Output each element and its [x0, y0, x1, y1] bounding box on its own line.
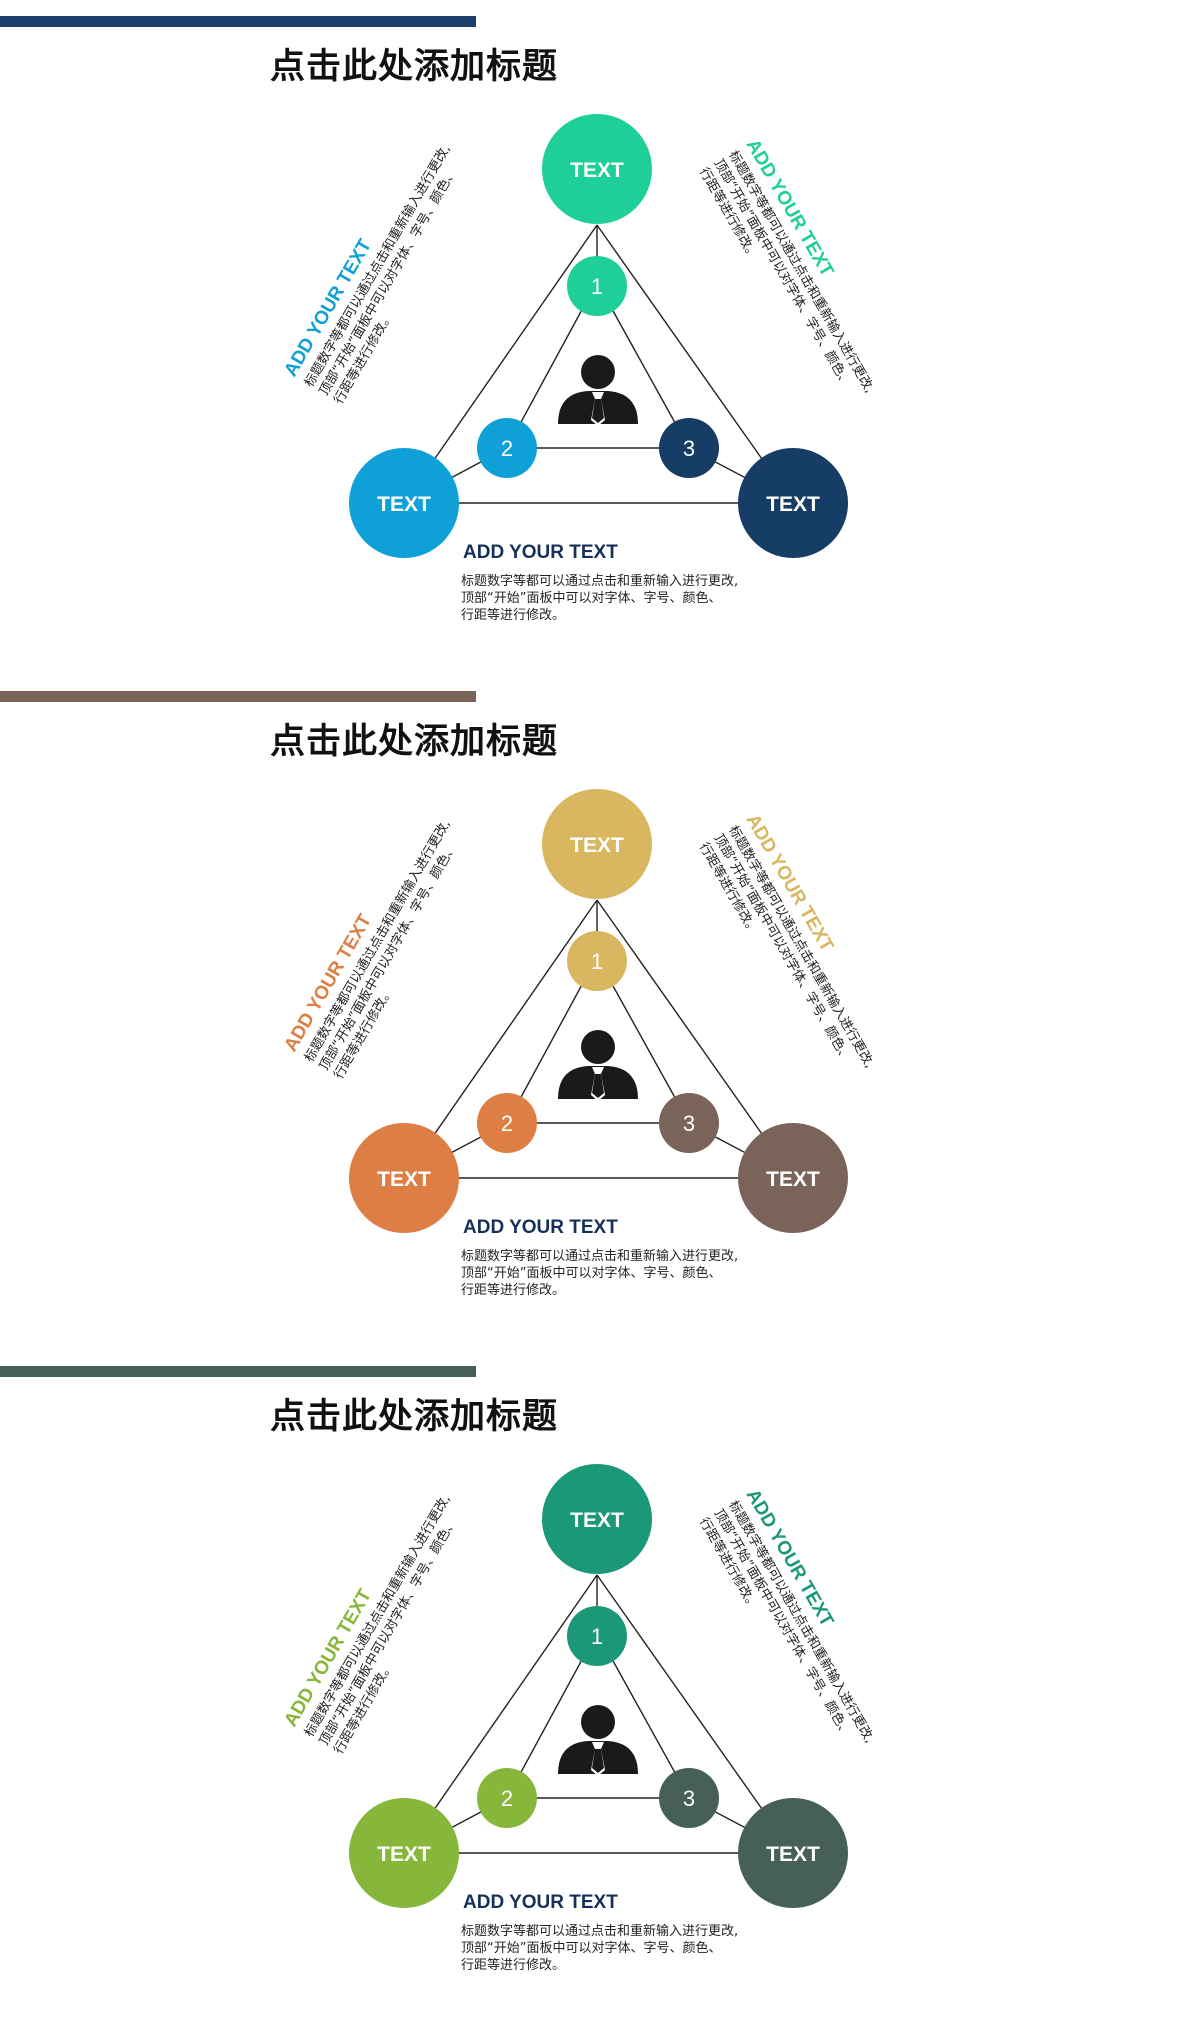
- slide-title[interactable]: 点击此处添加标题: [270, 722, 559, 762]
- bottom-text-line: 标题数字等都可以通过点击和重新输入进行更改,: [461, 573, 738, 589]
- step-3-node[interactable]: 3: [659, 418, 719, 478]
- step-3-node[interactable]: 3: [659, 1768, 719, 1828]
- node-right[interactable]: TEXT: [738, 1798, 848, 1908]
- right-text-block[interactable]: ADD YOUR TEXT 标题数字等都可以通过点击和重新输入进行更改, 顶部“…: [696, 136, 899, 413]
- slide-title[interactable]: 点击此处添加标题: [270, 1397, 559, 1437]
- node-right[interactable]: TEXT: [738, 448, 848, 558]
- slide: 点击此处添加标题 TEXT TEXT TEXT 1: [0, 1350, 1200, 2025]
- step-2-number: 2: [501, 436, 513, 461]
- node-left-label: TEXT: [377, 493, 431, 516]
- node-right-label: TEXT: [766, 493, 820, 516]
- step-2-node[interactable]: 2: [477, 418, 537, 478]
- step-3-node[interactable]: 3: [659, 1093, 719, 1153]
- slide: 点击此处添加标题 TEXT TEXT TEXT 1: [0, 675, 1200, 1350]
- node-top[interactable]: TEXT: [542, 789, 652, 899]
- step-2-node[interactable]: 2: [477, 1093, 537, 1153]
- left-text-block[interactable]: ADD YOUR TEXT 标题数字等都可以通过点击和重新输入进行更改, 顶部“…: [280, 130, 483, 407]
- node-left[interactable]: TEXT: [349, 448, 459, 558]
- left-text-line: 标题数字等都可以通过点击和重新输入进行更改,: [301, 1492, 453, 1740]
- title-accent-bar: [0, 691, 476, 702]
- step-1-number: 1: [591, 949, 603, 974]
- step-1-node[interactable]: 1: [567, 256, 627, 316]
- left-text-line: 标题数字等都可以通过点击和重新输入进行更改,: [301, 142, 453, 390]
- triangle-diagram: TEXT TEXT TEXT 1 2 3 ADD YOUR T: [280, 1464, 899, 1973]
- bottom-text-heading: ADD YOUR TEXT: [463, 1892, 618, 1913]
- right-text-block[interactable]: ADD YOUR TEXT 标题数字等都可以通过点击和重新输入进行更改, 顶部“…: [696, 811, 899, 1088]
- node-left-label: TEXT: [377, 1168, 431, 1191]
- node-top[interactable]: TEXT: [542, 114, 652, 224]
- slide: 点击此处添加标题 TEXT TEXT TEXT: [0, 0, 1200, 675]
- left-text-line: 标题数字等都可以通过点击和重新输入进行更改,: [301, 817, 453, 1065]
- node-top-label: TEXT: [570, 834, 624, 857]
- person-icon: [558, 1705, 638, 1776]
- step-2-number: 2: [501, 1111, 513, 1136]
- node-top-label: TEXT: [570, 159, 624, 182]
- bottom-text-block[interactable]: ADD YOUR TEXT 标题数字等都可以通过点击和重新输入进行更改, 顶部“…: [461, 1217, 738, 1298]
- step-1-number: 1: [591, 1624, 603, 1649]
- step-2-node[interactable]: 2: [477, 1768, 537, 1828]
- step-3-number: 3: [683, 1111, 695, 1136]
- person-icon: [558, 355, 638, 426]
- node-left[interactable]: TEXT: [349, 1798, 459, 1908]
- bottom-text-line: 标题数字等都可以通过点击和重新输入进行更改,: [461, 1923, 738, 1939]
- step-2-number: 2: [501, 1786, 513, 1811]
- bottom-text-heading: ADD YOUR TEXT: [463, 542, 618, 563]
- right-text-line: 标题数字等都可以通过点击和重新输入进行更改,: [725, 1498, 877, 1746]
- left-text-block[interactable]: ADD YOUR TEXT 标题数字等都可以通过点击和重新输入进行更改, 顶部“…: [280, 805, 483, 1082]
- step-1-node[interactable]: 1: [567, 931, 627, 991]
- bottom-text-block[interactable]: ADD YOUR TEXT 标题数字等都可以通过点击和重新输入进行更改, 顶部“…: [461, 1892, 738, 1973]
- node-left-label: TEXT: [377, 1843, 431, 1866]
- person-icon: [558, 1030, 638, 1101]
- triangle-diagram: TEXT TEXT TEXT 1 2 3: [280, 114, 899, 623]
- bottom-text-line: 行距等进行修改。: [461, 607, 565, 623]
- node-right-label: TEXT: [766, 1168, 820, 1191]
- node-top-label: TEXT: [570, 1509, 624, 1532]
- bottom-text-line: 顶部“开始”面板中可以对字体、字号、颜色、: [461, 1265, 721, 1281]
- bottom-text-line: 标题数字等都可以通过点击和重新输入进行更改,: [461, 1248, 738, 1264]
- bottom-text-line: 行距等进行修改。: [461, 1282, 565, 1298]
- node-left[interactable]: TEXT: [349, 1123, 459, 1233]
- triangle-diagram: TEXT TEXT TEXT 1 2 3 ADD YOUR T: [280, 789, 899, 1298]
- connector-lines: [403, 899, 794, 1179]
- node-right[interactable]: TEXT: [738, 1123, 848, 1233]
- bottom-text-block[interactable]: ADD YOUR TEXT 标题数字等都可以通过点击和重新输入进行更改, 顶部“…: [461, 542, 738, 623]
- slide-title[interactable]: 点击此处添加标题: [270, 47, 559, 87]
- bottom-text-line: 顶部“开始”面板中可以对字体、字号、颜色、: [461, 590, 721, 606]
- step-1-number: 1: [591, 274, 603, 299]
- right-text-line: 标题数字等都可以通过点击和重新输入进行更改,: [725, 823, 877, 1071]
- right-text-line: 标题数字等都可以通过点击和重新输入进行更改,: [725, 148, 877, 396]
- title-accent-bar: [0, 1366, 476, 1377]
- left-text-block[interactable]: ADD YOUR TEXT 标题数字等都可以通过点击和重新输入进行更改, 顶部“…: [280, 1480, 483, 1757]
- bottom-text-line: 顶部“开始”面板中可以对字体、字号、颜色、: [461, 1940, 721, 1956]
- bottom-text-line: 行距等进行修改。: [461, 1957, 565, 1973]
- step-1-node[interactable]: 1: [567, 1606, 627, 1666]
- bottom-text-heading: ADD YOUR TEXT: [463, 1217, 618, 1238]
- right-text-block[interactable]: ADD YOUR TEXT 标题数字等都可以通过点击和重新输入进行更改, 顶部“…: [696, 1486, 899, 1763]
- step-3-number: 3: [683, 436, 695, 461]
- node-right-label: TEXT: [766, 1843, 820, 1866]
- title-accent-bar: [0, 16, 476, 27]
- node-top[interactable]: TEXT: [542, 1464, 652, 1574]
- step-3-number: 3: [683, 1786, 695, 1811]
